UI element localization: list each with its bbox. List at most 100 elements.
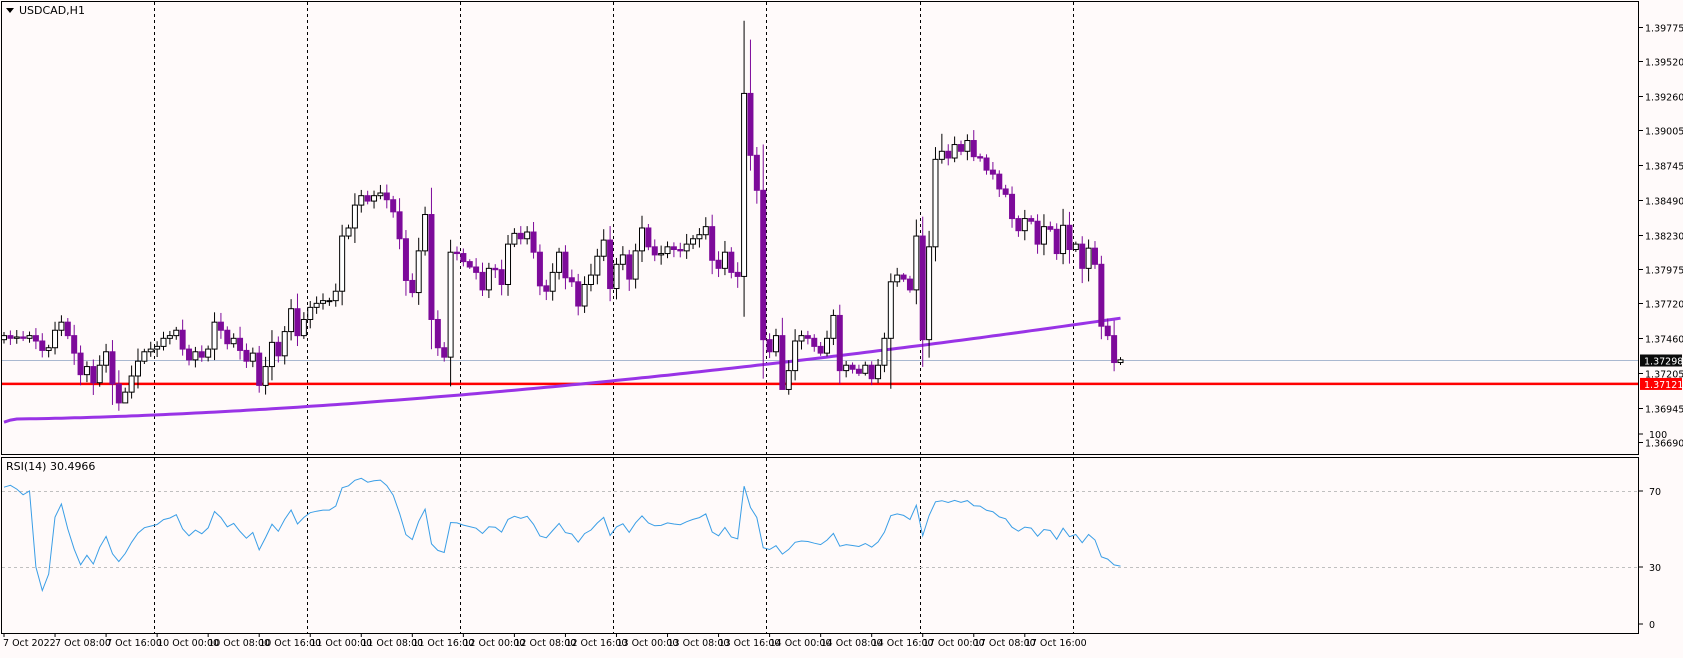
rsi-axis: 100 70 30 0 xyxy=(1639,430,1667,631)
price-tick-label: 1.36690 xyxy=(1645,439,1683,450)
time-tick-label: 7 Oct 08:00 xyxy=(55,638,111,649)
bull-candle xyxy=(154,341,161,358)
bear-candle xyxy=(900,273,907,282)
moving-average-line xyxy=(3,316,1121,424)
price-tick-label: 1.38230 xyxy=(1645,232,1683,243)
bear-candle xyxy=(32,328,39,350)
bear-candle xyxy=(1104,318,1111,341)
symbol-header[interactable]: USDCAD,H1 xyxy=(6,4,85,17)
bear-candle xyxy=(179,319,186,356)
current-price-tag: 1.37298 xyxy=(1640,354,1683,368)
rsi-tick-label: 30 xyxy=(1649,563,1661,574)
bull-candle xyxy=(696,228,703,248)
bear-candle xyxy=(492,264,499,278)
time-tick-label: 17 Oct 16:00 xyxy=(1025,638,1087,649)
bear-candle xyxy=(1111,320,1118,372)
bear-candle xyxy=(441,342,448,362)
price-tick-label: 1.37975 xyxy=(1645,266,1683,277)
svg-text:1.37121: 1.37121 xyxy=(1644,380,1683,391)
bear-candle xyxy=(460,248,467,267)
time-tick-label: 14 Oct 00:00 xyxy=(770,638,832,649)
price-tags: 1.37298 1.37121 xyxy=(1640,354,1683,391)
bear-candle xyxy=(919,216,926,367)
bull-candle xyxy=(281,326,288,365)
bear-candle xyxy=(115,370,122,411)
bull-candle xyxy=(205,345,212,362)
bear-candle xyxy=(186,344,193,366)
time-tick-label: 13 Oct 00:00 xyxy=(616,638,678,649)
bear-candle xyxy=(868,361,875,386)
bull-candle xyxy=(332,283,339,307)
main-pane-frame xyxy=(1,1,1639,455)
bull-candle xyxy=(345,224,352,240)
bull-candle xyxy=(683,233,690,259)
bull-candle xyxy=(307,301,314,329)
bull-candle xyxy=(485,262,492,299)
bull-candle xyxy=(288,299,295,341)
rsi-tick-label: 0 xyxy=(1649,620,1655,631)
bear-candle xyxy=(945,144,952,166)
bear-candle xyxy=(473,258,480,280)
bear-candle xyxy=(977,153,984,162)
bear-candle xyxy=(517,226,524,245)
bull-candle xyxy=(211,312,218,361)
bear-candle xyxy=(543,279,550,301)
bull-candle xyxy=(894,267,901,287)
bear-candle xyxy=(396,198,403,250)
collapse-triangle-icon[interactable] xyxy=(6,8,14,13)
bull-candle xyxy=(1117,357,1124,366)
bull-candle xyxy=(166,330,173,345)
price-tick-label: 1.39260 xyxy=(1645,93,1683,104)
bull-candle xyxy=(230,333,237,348)
bull-candle xyxy=(556,247,563,280)
bear-candle xyxy=(39,333,46,358)
bull-candle xyxy=(511,228,518,248)
bear-candle xyxy=(562,245,569,290)
price-tick-label: 1.38490 xyxy=(1645,197,1683,208)
price-tick-label: 1.37205 xyxy=(1645,370,1683,381)
bull-candle xyxy=(45,344,52,358)
bull-candle xyxy=(938,133,945,164)
price-tick-label: 1.39005 xyxy=(1645,127,1683,138)
bear-candle xyxy=(1053,223,1060,260)
bull-candle xyxy=(600,229,607,262)
bear-candle xyxy=(434,310,441,356)
bull-candle xyxy=(721,240,728,276)
bear-candle xyxy=(607,226,614,302)
bull-candle xyxy=(664,241,671,259)
bear-candle xyxy=(71,324,78,365)
bear-candle xyxy=(715,251,722,278)
time-tick-label: 11 Oct 00:00 xyxy=(310,638,372,649)
bull-candle xyxy=(300,312,307,339)
bear-candle xyxy=(734,262,741,288)
bear-candle xyxy=(1098,255,1105,340)
bear-candle xyxy=(224,326,231,350)
bear-candle xyxy=(498,259,505,296)
bear-candle xyxy=(275,336,282,363)
bull-candle xyxy=(875,359,882,384)
time-tick-label: 17 Oct 00:00 xyxy=(923,638,985,649)
bear-candle xyxy=(479,262,486,296)
bear-candle xyxy=(256,345,263,393)
bull-candle xyxy=(862,361,869,376)
price-axis: 1.39775 1.39520 1.39260 1.39005 1.38745 1.384… xyxy=(1639,24,1683,450)
bear-candle xyxy=(983,154,990,175)
bull-candle xyxy=(619,246,626,271)
bear-candle xyxy=(709,214,716,275)
bear-candle xyxy=(243,343,250,368)
time-tick-label: 7 Oct 16:00 xyxy=(106,638,162,649)
bear-candle xyxy=(575,273,582,316)
bull-candle xyxy=(371,190,378,209)
bear-candle xyxy=(989,162,996,180)
bull-candle xyxy=(639,215,645,263)
bull-candle xyxy=(147,341,154,357)
bear-candle xyxy=(958,140,964,156)
price-tick-label: 1.37720 xyxy=(1645,300,1683,311)
bull-candle xyxy=(1085,239,1092,282)
bear-candle xyxy=(779,317,786,390)
bear-candle xyxy=(849,362,856,374)
bear-candle xyxy=(294,293,301,347)
day-separator-grid xyxy=(154,2,1074,633)
